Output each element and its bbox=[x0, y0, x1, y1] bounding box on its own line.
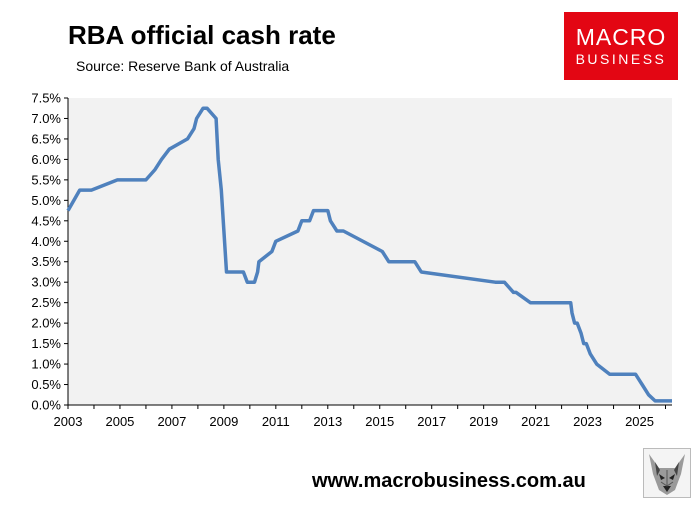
x-axis: 2003 2005 2007 2009 2011 2013 2015 2017 2019 2021… bbox=[54, 404, 672, 429]
x-tick-label: 2015 bbox=[365, 414, 394, 429]
y-tick-label: 4.0% bbox=[31, 234, 61, 249]
x-tick-label: 2025 bbox=[625, 414, 654, 429]
y-tick-label: 5.0% bbox=[31, 193, 61, 208]
y-axis: 0.0% 0.5% 1.0% 1.5% 2.0% 2.5% 3.0% 3.5% 4.0% 4.5%… bbox=[31, 91, 69, 413]
plot-area bbox=[68, 98, 672, 405]
chart-source: Source: Reserve Bank of Australia bbox=[76, 58, 290, 74]
y-tick-label: 2.0% bbox=[31, 316, 61, 331]
logo-line-macro: MACRO bbox=[575, 24, 667, 50]
macrobusiness-logo: MACRO BUSINESS bbox=[564, 12, 678, 80]
y-tick-label: 3.5% bbox=[31, 254, 61, 269]
cash-rate-chart: 0.0% 0.5% 1.0% 1.5% 2.0% 2.5% 3.0% 3.5% 4.0% 4.5%… bbox=[31, 91, 672, 429]
y-tick-label: 5.5% bbox=[31, 172, 61, 187]
x-tick-label: 2007 bbox=[157, 414, 186, 429]
y-tick-label: 0.5% bbox=[31, 377, 61, 392]
y-tick-label: 6.5% bbox=[31, 131, 61, 146]
x-tick-label: 2023 bbox=[573, 414, 602, 429]
y-tick-label: 2.5% bbox=[31, 295, 61, 310]
cash-rate-line bbox=[66, 106, 672, 403]
y-tick-label: 7.5% bbox=[31, 91, 61, 106]
y-tick-label: 3.0% bbox=[31, 275, 61, 290]
x-tick-label: 2017 bbox=[417, 414, 446, 429]
y-tick-label: 0.0% bbox=[31, 398, 61, 413]
website-url: www.macrobusiness.com.au bbox=[312, 470, 586, 492]
x-tick-label: 2011 bbox=[262, 414, 290, 429]
y-tick-label: 1.0% bbox=[31, 357, 61, 372]
x-tick-label: 2005 bbox=[105, 414, 134, 429]
fox-logo-icon bbox=[643, 448, 691, 498]
x-tick-label: 2013 bbox=[313, 414, 342, 429]
chart-title: RBA official cash rate bbox=[68, 20, 336, 50]
y-tick-label: 7.0% bbox=[31, 111, 61, 126]
x-tick-label: 2021 bbox=[521, 414, 550, 429]
y-tick-label: 4.5% bbox=[31, 213, 61, 228]
x-tick-label: 2003 bbox=[54, 414, 83, 429]
y-tick-label: 6.0% bbox=[31, 152, 61, 167]
logo-line-business: BUSINESS bbox=[575, 51, 667, 67]
x-tick-label: 2009 bbox=[209, 414, 238, 429]
x-tick-label: 2019 bbox=[469, 414, 498, 429]
y-tick-label: 1.5% bbox=[31, 336, 61, 351]
